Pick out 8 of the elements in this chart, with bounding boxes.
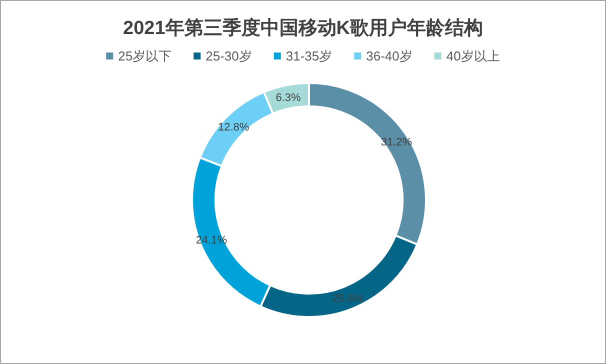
legend-label: 25-30岁: [206, 48, 252, 64]
data-label: 6.3%: [276, 92, 302, 104]
legend-label: 40岁以上: [446, 48, 500, 64]
legend-label: 25岁以下: [118, 48, 172, 64]
data-label: 25.6%: [332, 292, 364, 305]
legend-label: 31-35岁: [286, 48, 332, 64]
chart-title: 2021年第三季度中国移动K歌用户年龄结构: [123, 17, 483, 39]
legend-label: 36-40岁: [366, 48, 412, 64]
